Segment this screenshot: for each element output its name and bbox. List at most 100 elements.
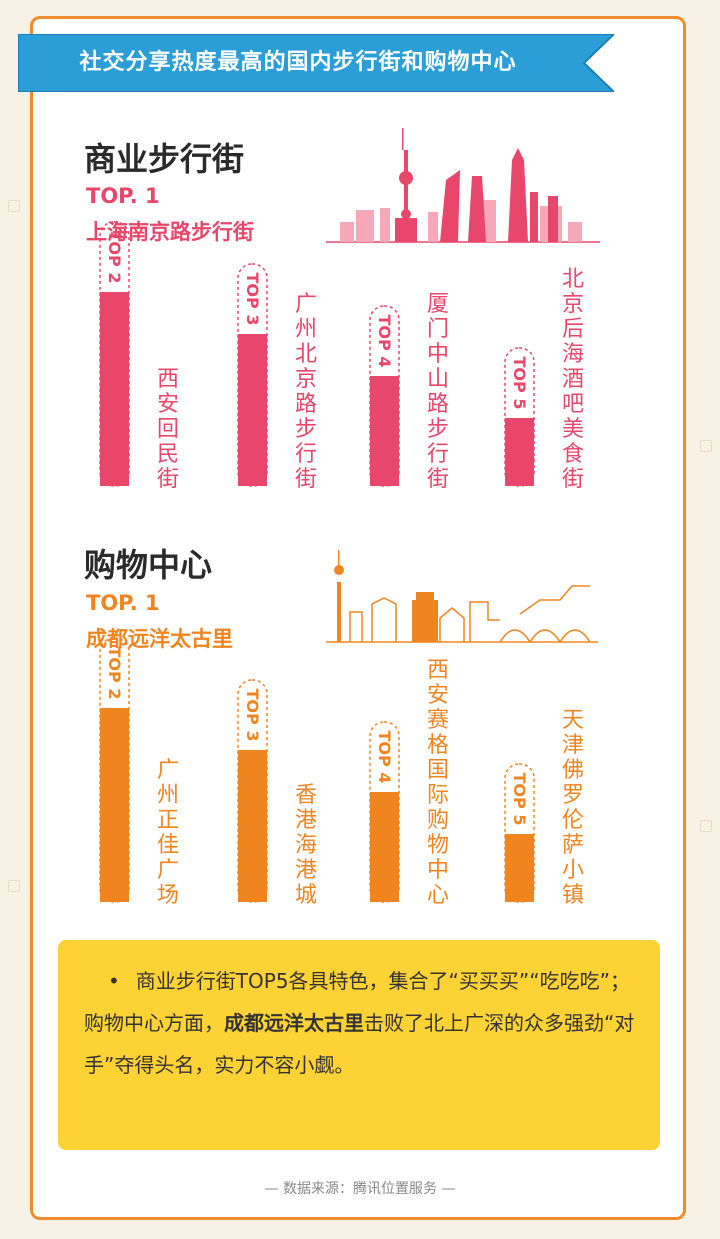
bg-square [8, 880, 20, 892]
category-label-char: 中 [427, 342, 449, 367]
category-label-char: 酒 [562, 367, 584, 392]
bar [100, 292, 129, 486]
rank-label: TOP 4 [375, 315, 394, 368]
category-label-char: 佛 [562, 758, 584, 783]
category-label-char: 广 [295, 292, 317, 317]
bar [238, 750, 267, 902]
category-label-char: 城 [295, 883, 317, 908]
category-label-char: 街 [562, 467, 584, 492]
category-label-char: 后 [562, 317, 584, 342]
bar [370, 376, 399, 486]
category-label-char: 步 [295, 417, 317, 442]
top1-name-streets: 上海南京路步行街 [86, 220, 254, 244]
category-label-char: 回 [157, 417, 179, 442]
category-label-char: 赛 [427, 708, 449, 733]
bar-outline [237, 263, 268, 487]
category-label-char: 伦 [562, 808, 584, 833]
category-label-char: 小 [562, 858, 584, 883]
section-title-malls: 购物中心 [84, 546, 213, 584]
category-label-char: 门 [427, 317, 449, 342]
category-label-char: 步 [427, 417, 449, 442]
bar [505, 418, 534, 486]
category-label-char: 北 [562, 267, 584, 292]
category-label-char: 中 [427, 858, 449, 883]
summary-note-text: • 商业步行街TOP5各具特色，集合了“买买买”“吃吃吃”；购物中心方面，成都远洋… [84, 960, 644, 1086]
category-label-char: 海 [295, 833, 317, 858]
category-label-char: 场 [157, 883, 179, 908]
category-label-char: 港 [295, 858, 317, 883]
category-label-char: 厦 [427, 292, 449, 317]
category-label-char: 行 [295, 442, 317, 467]
category-label-char: 安 [427, 683, 449, 708]
bar-outline [237, 679, 268, 903]
category-label-char: 安 [157, 392, 179, 417]
section-title-streets: 商业步行街 [84, 140, 245, 178]
bar [238, 334, 267, 486]
note-part2: 击败了北上广深的众多强劲“对手”夺得头名，实力不容小觑。 [84, 1011, 635, 1077]
summary-note: • 商业步行街TOP5各具特色，集合了“买买买”“吃吃吃”；购物中心方面，成都远洋… [58, 940, 660, 1150]
category-label-char: 佳 [157, 833, 179, 858]
category-label-char: 州 [157, 783, 179, 808]
category-label-char: 行 [427, 442, 449, 467]
category-label-char: 际 [427, 783, 449, 808]
category-label-char: 港 [295, 808, 317, 833]
bg-square [8, 200, 20, 212]
bar [505, 834, 534, 902]
category-label-char: 美 [562, 417, 584, 442]
bar-outline [504, 763, 535, 903]
rank-label: TOP 4 [375, 731, 394, 784]
category-label-char: 海 [562, 342, 584, 367]
category-label-char: 购 [427, 808, 449, 833]
category-label-char: 西 [427, 658, 449, 683]
category-label-char: 街 [295, 467, 317, 492]
note-highlight: 成都远洋太古里 [224, 1011, 364, 1035]
data-source: — 数据来源：腾讯位置服务 — [264, 1181, 456, 1197]
top1-label-malls: TOP. 1 [86, 591, 160, 615]
bar [100, 708, 129, 902]
category-label-char: 广 [157, 758, 179, 783]
bar [370, 792, 399, 902]
note-part1: 商业步行街TOP5各具特色，集合了“买买买”“吃吃吃”；购物中心方面， [84, 969, 630, 1035]
category-label-char: 街 [427, 467, 449, 492]
bg-square [700, 820, 712, 832]
category-label-char: 路 [295, 392, 317, 417]
bar-outline [504, 347, 535, 487]
category-label-char: 正 [157, 808, 179, 833]
category-label-char: 罗 [562, 783, 584, 808]
top1-name-malls: 成都远洋太古里 [86, 627, 233, 651]
category-label-char: 天 [562, 708, 584, 733]
banner-title: 社交分享热度最高的国内步行街和购物中心 [79, 50, 517, 75]
rank-label: TOP 5 [510, 773, 529, 826]
category-label-char: 广 [157, 858, 179, 883]
rank-label: TOP 2 [105, 231, 124, 284]
rank-label: TOP 3 [243, 273, 262, 326]
banner: 社交分享热度最高的国内步行街和购物中心 [18, 34, 614, 92]
category-label-char: 州 [295, 317, 317, 342]
bg-square [700, 440, 712, 452]
category-label-char: 路 [427, 392, 449, 417]
category-label-char: 西 [157, 367, 179, 392]
rank-label: TOP 3 [243, 689, 262, 742]
category-label-char: 食 [562, 442, 584, 467]
category-label-char: 京 [295, 367, 317, 392]
category-label-char: 物 [427, 833, 449, 858]
category-label-char: 北 [295, 342, 317, 367]
category-label-char: 民 [157, 442, 179, 467]
banner-ribbon [18, 34, 614, 92]
category-label-char: 津 [562, 733, 584, 758]
category-label-char: 京 [562, 292, 584, 317]
rank-label: TOP 5 [510, 357, 529, 410]
category-label-char: 格 [427, 733, 449, 758]
category-label-char: 吧 [562, 392, 584, 417]
category-label-char: 国 [427, 758, 449, 783]
top1-label-streets: TOP. 1 [86, 184, 160, 208]
category-label-char: 香 [295, 783, 317, 808]
category-label-char: 镇 [562, 883, 584, 908]
category-label-char: 山 [427, 367, 449, 392]
note-bullet: • [108, 969, 120, 993]
category-label-char: 心 [427, 883, 449, 908]
category-label-char: 街 [157, 467, 179, 492]
rank-label: TOP 2 [105, 647, 124, 700]
category-label-char: 萨 [562, 833, 584, 858]
